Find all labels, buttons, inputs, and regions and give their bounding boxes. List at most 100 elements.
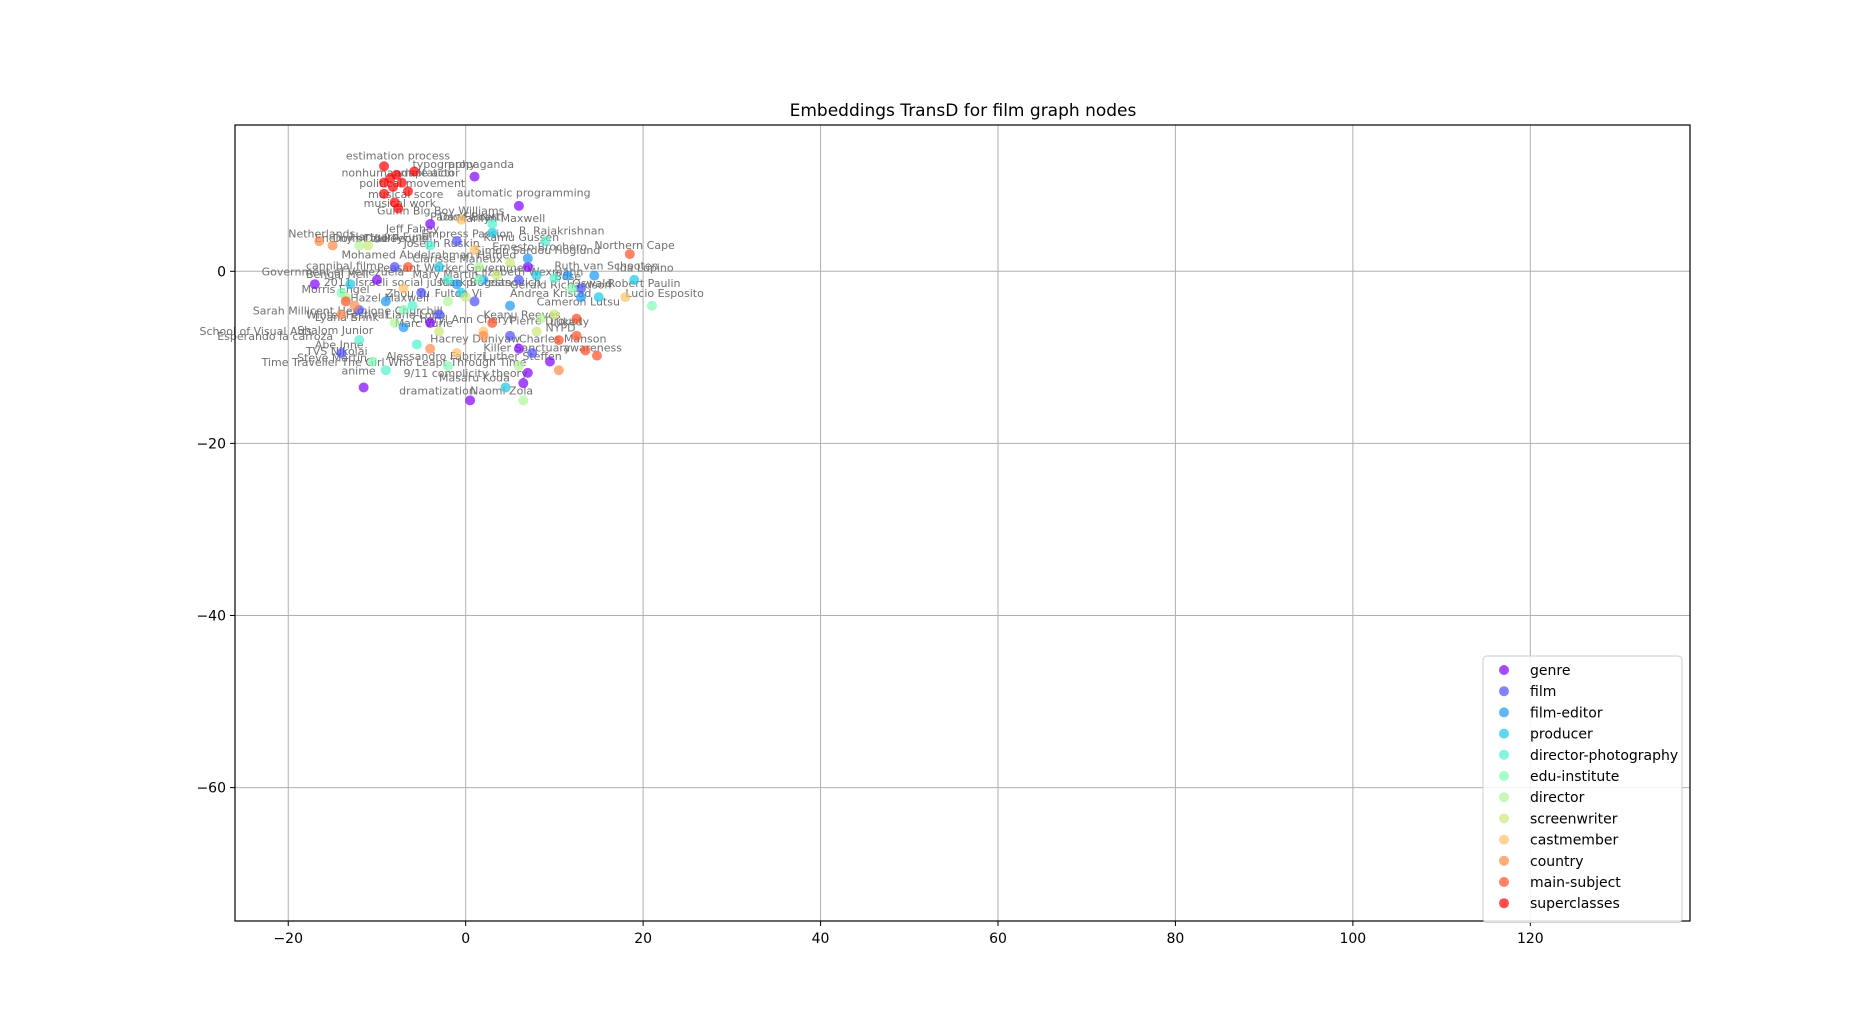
x-tick-label: 120 [1517, 931, 1544, 947]
point-genre [513, 343, 524, 354]
point-annotation: School of Visual Arts [200, 325, 313, 338]
legend-marker [1499, 813, 1509, 824]
point-annotation: Luther Steffen [483, 350, 561, 363]
point-annotation: Esperando la carroza [217, 330, 333, 343]
point-screenwriter [460, 292, 471, 303]
plot-frame [234, 124, 1691, 922]
point-genre [309, 279, 320, 290]
point-annotation: Naomi Zola [470, 384, 533, 397]
point-edu-institute [646, 300, 657, 311]
legend-marker [1499, 898, 1509, 909]
point-director-photography [425, 240, 436, 251]
point-annotation: Bengal Hell [306, 268, 369, 281]
point-annotation: Winter Festival [306, 309, 388, 322]
point-annotation: Enemy of the People [315, 232, 429, 245]
point-genre [518, 378, 529, 389]
legend-label: castmember [1530, 833, 1618, 849]
point-producer [593, 292, 604, 303]
point-annotation: Pierre Drouot [510, 315, 583, 328]
point-country [327, 240, 338, 251]
point-director-photography [540, 236, 551, 247]
legend-label: film-editor [1530, 705, 1603, 721]
point-edu-institute [398, 305, 409, 316]
scatter-points [309, 161, 657, 406]
point-film-editor [505, 300, 516, 311]
point-film-editor [398, 322, 409, 333]
point-superclasses [409, 166, 420, 177]
legend-label: country [1530, 854, 1584, 870]
point-genre [358, 382, 369, 393]
legend-label: superclasses [1530, 896, 1620, 912]
point-annotation: R. Rajakrishnan [519, 224, 605, 237]
point-director [513, 360, 524, 371]
point-director-photography [380, 365, 391, 376]
point-annotation: Lucio Esposito [625, 287, 704, 300]
point-film-editor [562, 270, 573, 281]
point-main-subject [553, 335, 564, 346]
point-annotation: propaganda [448, 158, 514, 171]
point-annotation: Masaru Koda [439, 371, 510, 384]
point-annotation: Netherlands [288, 228, 355, 241]
point-director [536, 313, 547, 324]
point-genre [522, 261, 533, 272]
point-country [553, 365, 564, 376]
point-screenwriter [549, 309, 560, 320]
point-producer [487, 227, 498, 238]
legend-label: screenwriter [1530, 811, 1618, 827]
x-tick-label: 100 [1339, 931, 1366, 947]
point-director [354, 240, 365, 251]
point-main-subject [571, 313, 582, 324]
x-tick-label: −20 [273, 931, 303, 947]
legend-box [1482, 655, 1683, 923]
point-genre [465, 395, 476, 406]
legend-marker [1499, 686, 1509, 697]
point-producer [500, 382, 511, 393]
point-annotation: typography [412, 158, 476, 171]
point-superclasses [393, 203, 404, 214]
point-annotation: Ruth van Schooten [554, 260, 658, 273]
legend: genre film film-editor producer director-pho… [1482, 655, 1683, 923]
point-producer [531, 270, 542, 281]
point-screenwriter [491, 270, 502, 281]
point-annotation: NYPD [546, 322, 576, 335]
point-film [389, 261, 400, 272]
point-film-editor [380, 296, 391, 307]
point-annotation: Sarah Millicent Hermione Churchill [253, 304, 443, 317]
point-annotation: 2011 Israeli social justice protests [324, 276, 512, 289]
point-film [336, 348, 347, 359]
legend-label: main-subject [1530, 875, 1621, 891]
legend-marker [1499, 749, 1509, 760]
point-director [442, 296, 453, 307]
point-genre [469, 171, 480, 182]
point-annotation: dramatization [399, 384, 476, 397]
point-screenwriter [434, 326, 445, 337]
point-country [314, 236, 325, 247]
point-annotation: Northern Cape [594, 239, 675, 252]
point-annotation: automatic programming [457, 186, 591, 199]
point-annotation: Killer Sanctuary [483, 341, 570, 354]
point-genre [371, 274, 382, 285]
point-annotation: Doris Dudley [333, 232, 404, 245]
point-film [416, 287, 427, 298]
legend-marker [1499, 707, 1509, 718]
point-castmember [451, 348, 462, 359]
point-director [473, 261, 484, 272]
point-genre [522, 367, 533, 378]
point-annotation: Marilyn Maxwell [457, 212, 545, 225]
point-superclasses [385, 173, 396, 184]
legend-label: producer [1530, 727, 1593, 743]
legend-label: genre [1530, 663, 1570, 679]
point-castmember [469, 244, 480, 255]
y-tick-label: −60 [196, 781, 226, 797]
legend-label: director-photography [1530, 748, 1678, 764]
point-superclasses [379, 188, 390, 199]
point-superclasses [403, 186, 414, 197]
point-main-subject [580, 345, 591, 356]
legend-marker [1499, 877, 1509, 887]
point-screenwriter [363, 240, 374, 251]
point-director [389, 317, 400, 328]
y-tick-label: −40 [196, 609, 226, 625]
point-annotation: musical work [364, 197, 437, 210]
point-annotation: estimation process [346, 149, 450, 162]
